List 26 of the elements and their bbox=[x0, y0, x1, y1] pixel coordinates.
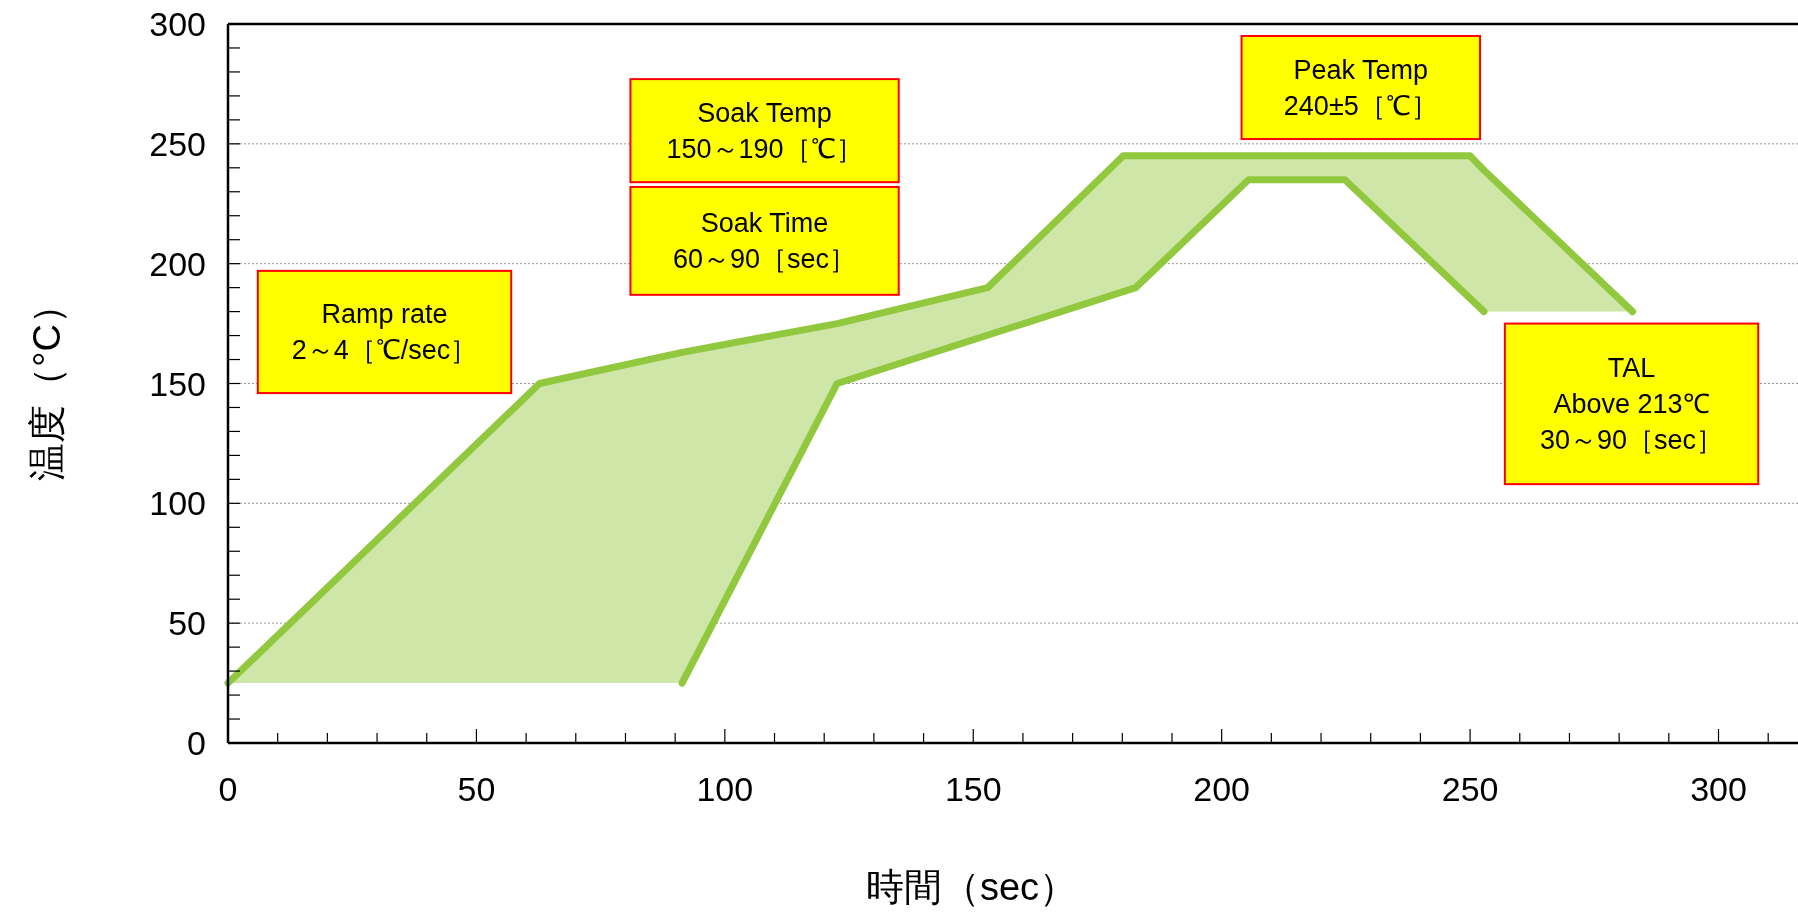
annotation: TAL Above 213℃ 30～90［sec］ bbox=[1540, 352, 1724, 455]
x-tick-label: 0 bbox=[218, 770, 238, 808]
annotation-box: Ramp rate 2～4［℃/sec］ bbox=[256, 269, 513, 395]
y-tick-label: 200 bbox=[149, 244, 206, 283]
annotation-box: Soak Time 60～90［sec］ bbox=[629, 185, 900, 296]
x-tick-label: 200 bbox=[1193, 770, 1251, 808]
annotation-box: Soak Temp 150～190［℃］ bbox=[629, 78, 900, 184]
annotation: Peak Temp 240±5［℃］ bbox=[1283, 54, 1438, 121]
y-tick-label: 300 bbox=[149, 5, 206, 43]
x-tick-label: 250 bbox=[1441, 770, 1499, 808]
x-tick-label: 100 bbox=[696, 770, 754, 808]
annotation-box: Peak Temp 240±5［℃］ bbox=[1240, 35, 1481, 141]
y-tick-label: 50 bbox=[168, 604, 206, 643]
x-tick-label: 50 bbox=[457, 770, 496, 808]
annotation: Soak Temp 150～190［℃］ bbox=[666, 97, 863, 164]
x-tick-label: 300 bbox=[1690, 770, 1747, 808]
annotation: Soak Time 60～90［sec］ bbox=[673, 207, 857, 274]
x-tick-label: 150 bbox=[944, 770, 1002, 808]
x-axis-title: 時間（sec） bbox=[865, 866, 1078, 908]
y-tick-label: 100 bbox=[149, 484, 206, 523]
annotation-box: TAL Above 213℃ 30～90［sec］ bbox=[1503, 322, 1760, 486]
y-tick-label: 0 bbox=[187, 724, 206, 762]
annotation: Ramp rate 2～4［℃/sec］ bbox=[291, 298, 478, 365]
y-tick-label: 250 bbox=[149, 124, 206, 163]
y-tick-label: 150 bbox=[149, 364, 206, 403]
y-axis-title: 温度（°C） bbox=[26, 286, 68, 481]
